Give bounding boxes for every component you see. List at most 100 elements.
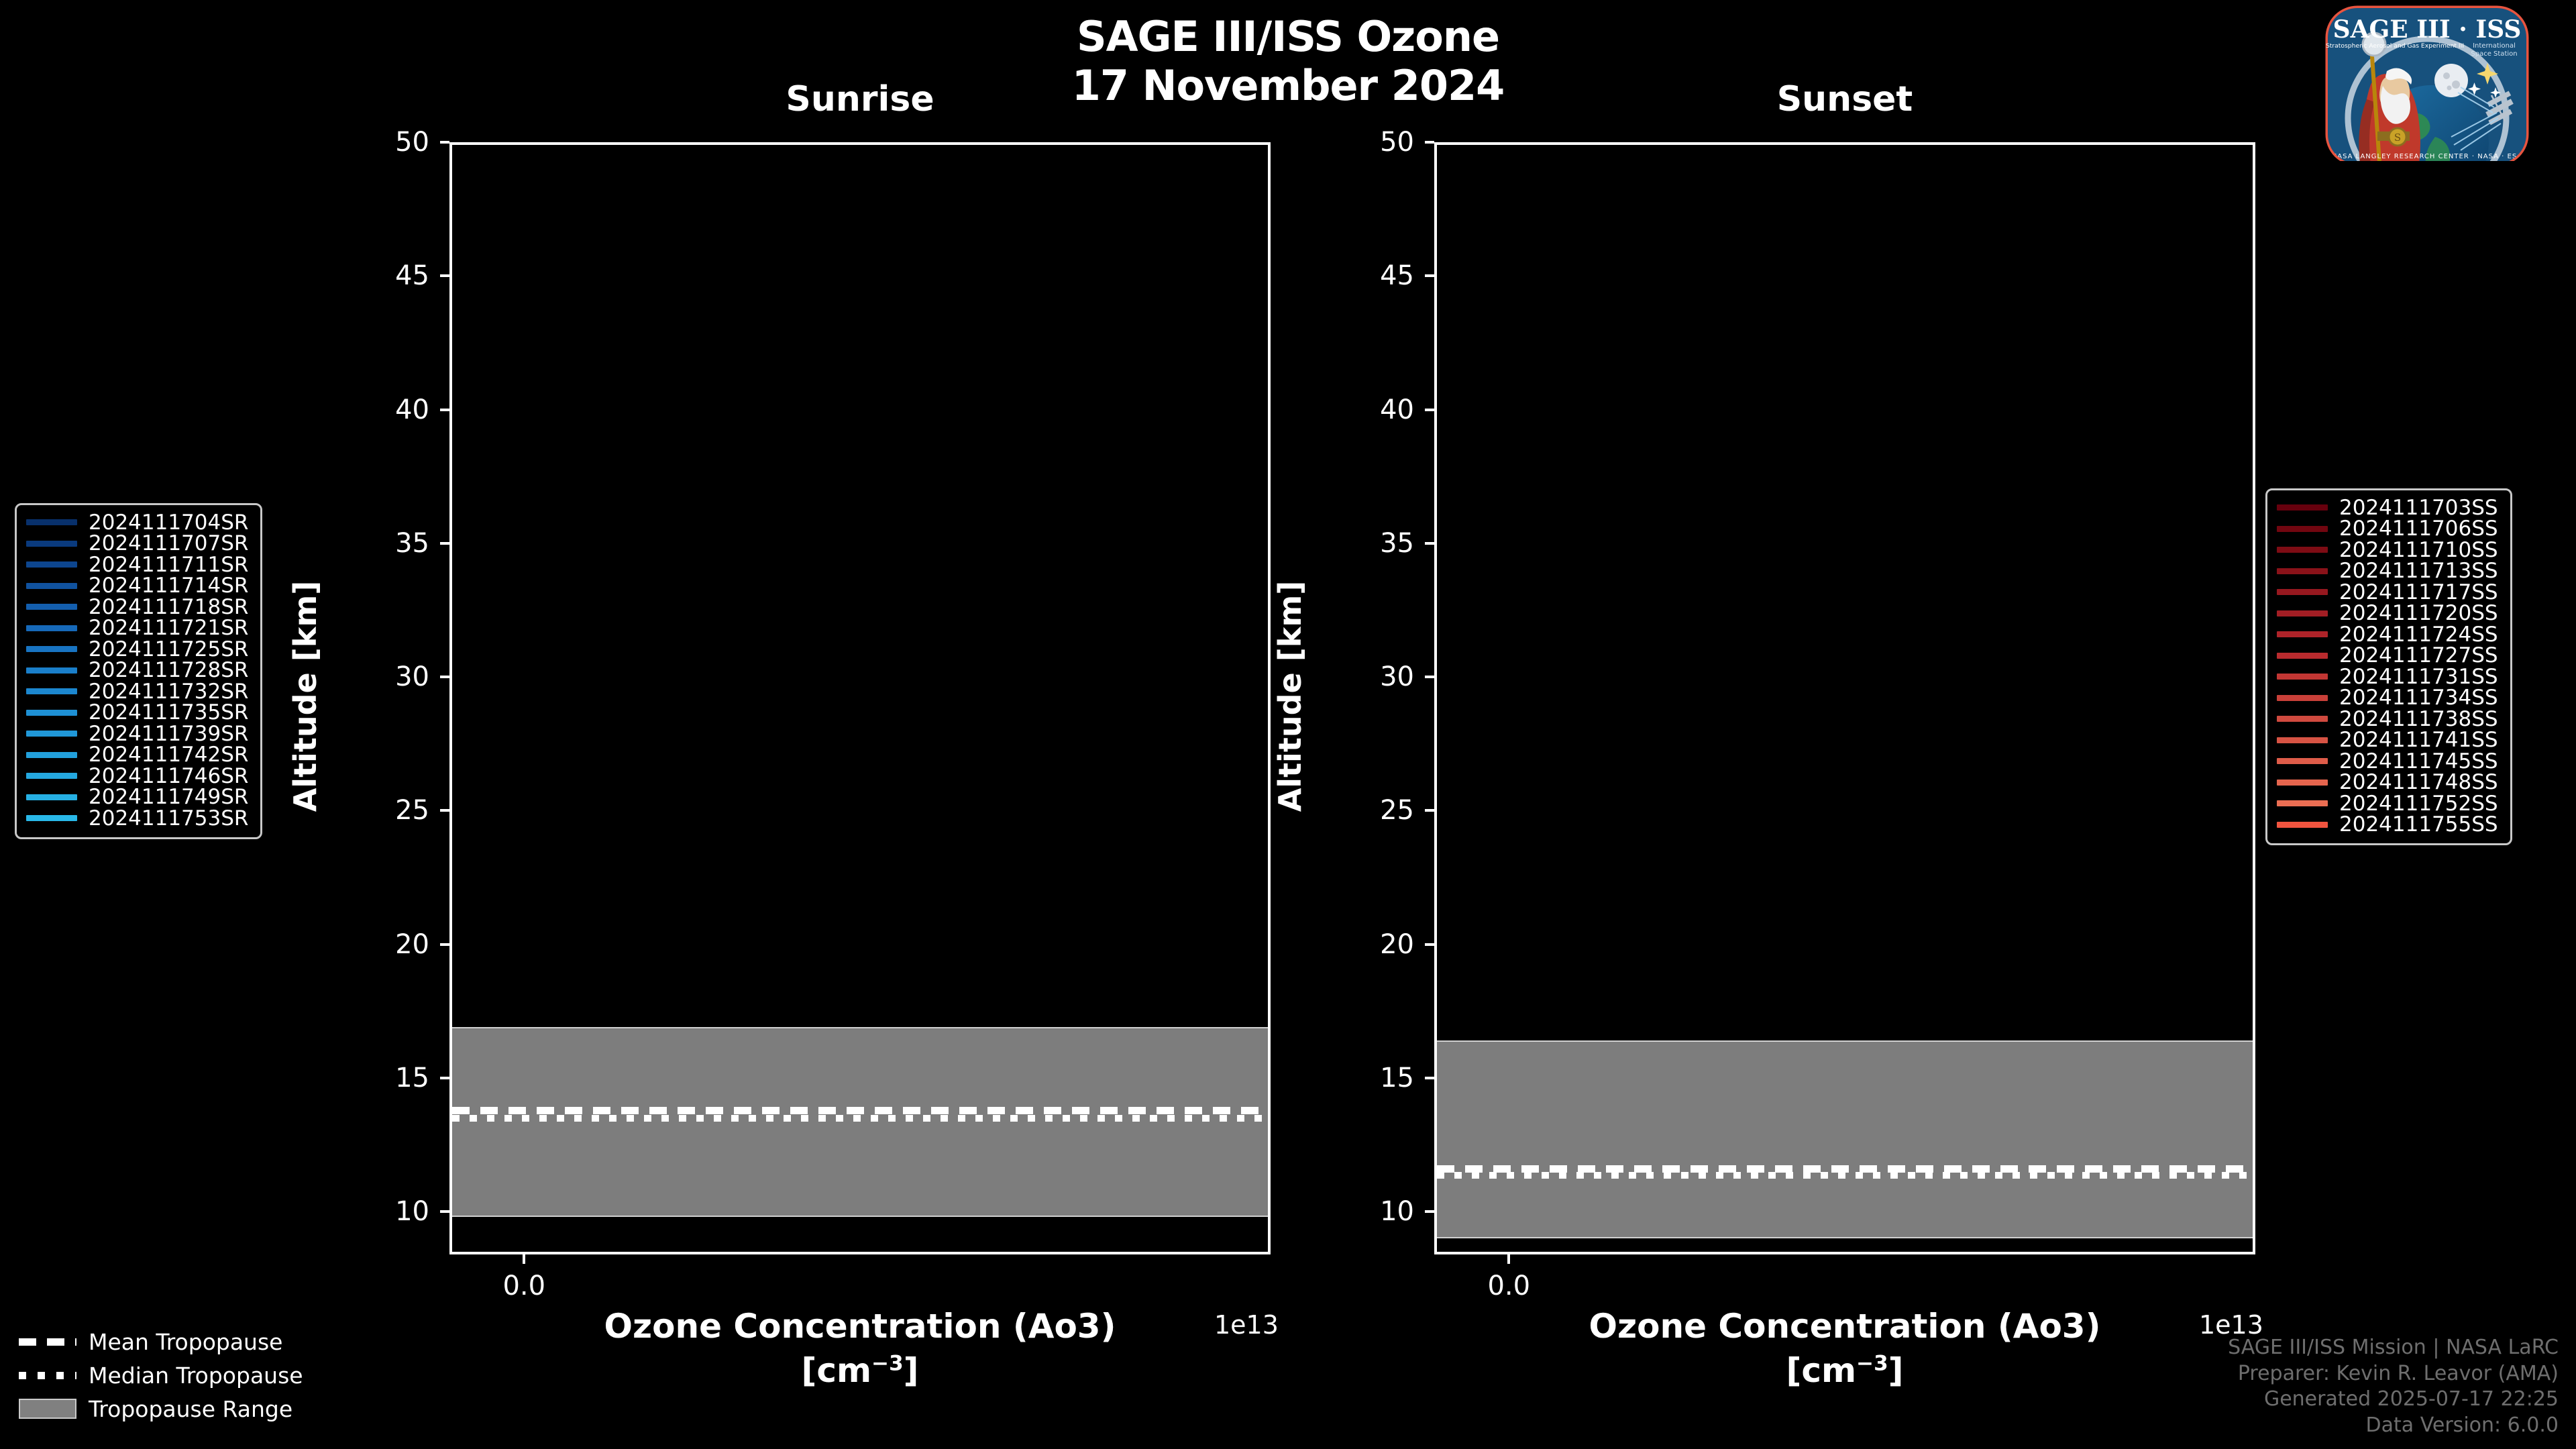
legend-label-mean-tropopause: Mean Tropopause (89, 1328, 283, 1355)
legend-row[interactable]: 2024111717SS (2277, 580, 2498, 604)
legend-color-swatch (2277, 631, 2328, 638)
legend-event-label: 2024111753SR (89, 806, 249, 830)
logo-title: SAGE III · ISS (2333, 15, 2522, 44)
sage-iii-iss-mission-patch-logo: S NASA LANGLEY RESEARCH CENTER · NASA · … (2293, 5, 2561, 166)
legend-row[interactable]: 2024111714SR (26, 574, 249, 598)
y-axis-tick-mark (440, 141, 449, 144)
legend-row[interactable]: 2024111704SR (26, 510, 249, 535)
ozone-profile-traces (1437, 145, 2253, 1252)
legend-row[interactable]: 2024111755SS (2277, 812, 2498, 837)
legend-sunrise[interactable]: 2024111704SR 2024111707SR 2024111711SR 2024… (15, 503, 263, 839)
x-axis-label-right: Ozone Concentration (Ao3) [cm−3] (1434, 1307, 2255, 1390)
legend-event-label: 2024111738SS (2339, 706, 2498, 731)
legend-event-label: 2024111742SR (89, 743, 249, 767)
legend-color-swatch (26, 667, 77, 674)
logo-footer-text: NASA LANGLEY RESEARCH CENTER · NASA · ES… (2332, 153, 2522, 160)
legend-color-swatch (26, 773, 77, 780)
legend-color-swatch (2277, 547, 2328, 553)
legend-color-swatch (26, 582, 77, 589)
legend-row[interactable]: 2024111718SR (26, 595, 248, 619)
legend-color-swatch (26, 604, 77, 610)
legend-color-swatch (26, 731, 77, 737)
y-axis-tick-label: 45 (395, 260, 429, 292)
legend-color-swatch (26, 625, 77, 631)
x-axis-label-left: Ozone Concentration (Ao3) [cm−3] (449, 1307, 1271, 1390)
legend-row[interactable]: 2024111739SR (26, 722, 248, 746)
legend-event-label: 2024111728SR (89, 658, 249, 683)
legend-row[interactable]: 2024111727SS (2277, 643, 2498, 667)
sunset-plot-frame (1434, 142, 2255, 1254)
y-axis-tick-label: 25 (1380, 795, 1414, 826)
legend-color-swatch (2277, 568, 2328, 574)
y-axis-tick-mark (1425, 676, 1434, 679)
legend-color-swatch (2277, 800, 2328, 807)
x-axis-tick-label: 0.0 (1487, 1271, 1531, 1301)
legend-row[interactable]: 2024111713SS (2277, 559, 2498, 584)
legend-row[interactable]: 2024111703SS (2277, 496, 2498, 520)
legend-row[interactable]: 2024111710SS (2277, 537, 2498, 562)
legend-row[interactable]: 2024111732SR (26, 680, 248, 704)
legend-row[interactable]: 2024111706SS (2277, 517, 2498, 541)
legend-row[interactable]: 2024111720SS (2277, 601, 2498, 626)
legend-row[interactable]: 2024111745SS (2277, 749, 2498, 773)
legend-row[interactable]: 2024111742SR (26, 743, 249, 767)
x-axis-label-text-right: Ozone Concentration (Ao3) (1589, 1307, 2101, 1346)
x-axis-tick-label: 0.0 (502, 1271, 546, 1301)
y-axis-tick-mark (440, 408, 449, 411)
legend-sunset[interactable]: 2024111703SS 2024111706SS 2024111710SS 2024… (2265, 488, 2512, 845)
legend-event-label: 2024111724SS (2339, 622, 2498, 647)
legend-row[interactable]: 2024111725SR (26, 637, 248, 661)
legend-row[interactable]: 2024111753SR (26, 806, 249, 830)
credits-line-4: Data Version: 6.0.0 (2365, 1413, 2559, 1437)
y-axis-tick-label: 20 (395, 928, 429, 960)
y-axis-tick-mark (1425, 1210, 1434, 1214)
legend-color-swatch (26, 709, 77, 716)
legend-event-label: 2024111713SS (2339, 559, 2498, 584)
legend-row[interactable]: 2024111749SR (26, 785, 248, 809)
legend-row[interactable]: 2024111734SS (2277, 686, 2498, 710)
y-axis-tick-mark (440, 1210, 449, 1214)
median-tropopause-line (452, 1114, 1268, 1122)
y-axis-tick-mark (1425, 541, 1434, 545)
legend-row[interactable]: 2024111746SR (26, 763, 249, 788)
legend-color-swatch (26, 540, 77, 547)
legend-event-label: 2024111746SR (89, 763, 249, 788)
legend-event-label: 2024111711SR (89, 552, 249, 577)
sunset-plot-area (1437, 145, 2253, 1252)
legend-row[interactable]: 2024111735SR (26, 700, 248, 724)
legend-row[interactable]: 2024111748SS (2277, 770, 2498, 794)
legend-event-label: 2024111720SS (2339, 601, 2498, 626)
legend-color-swatch (2277, 821, 2328, 828)
legend-row[interactable]: 2024111711SR (26, 552, 249, 577)
legend-color-swatch (2277, 525, 2328, 532)
x-axis-offset-left: 1e13 (1214, 1310, 1279, 1340)
legend-row[interactable]: 2024111724SS (2277, 622, 2498, 647)
legend-row[interactable]: 2024111752SS (2277, 791, 2498, 816)
y-axis-tick-label: 35 (395, 527, 429, 559)
legend-color-swatch (2277, 589, 2328, 596)
y-axis-tick-mark (440, 274, 449, 278)
legend-event-label: 2024111752SS (2339, 791, 2498, 816)
legend-event-label: 2024111704SR (89, 510, 249, 535)
dashed-line-icon (19, 1334, 76, 1350)
legend-row[interactable]: 2024111721SR (26, 616, 248, 640)
legend-color-swatch (2277, 652, 2328, 659)
tropopause-legend: Mean Tropopause Median Tropopause Tropop… (19, 1325, 303, 1426)
legend-row-mean-tropopause: Mean Tropopause (19, 1325, 303, 1358)
legend-row[interactable]: 2024111707SR (26, 531, 249, 556)
x-axis-tick-mark (1507, 1254, 1511, 1264)
legend-event-label: 2024111714SR (89, 574, 249, 598)
x-axis-tick-mark (523, 1254, 526, 1264)
legend-label-tropopause-range: Tropopause Range (89, 1395, 293, 1422)
dotted-line-icon (19, 1367, 76, 1383)
legend-event-label: 2024111707SR (89, 531, 249, 556)
legend-event-label: 2024111710SS (2339, 537, 2498, 562)
legend-row[interactable]: 2024111731SS (2277, 665, 2498, 689)
y-axis-tick-mark (1425, 274, 1434, 278)
legend-row[interactable]: 2024111741SS (2277, 728, 2498, 752)
legend-row[interactable]: 2024111728SR (26, 658, 249, 683)
legend-color-swatch (2277, 716, 2328, 722)
legend-color-swatch (2277, 504, 2328, 511)
legend-row[interactable]: 2024111738SS (2277, 706, 2498, 731)
y-axis-tick-mark (440, 676, 449, 679)
